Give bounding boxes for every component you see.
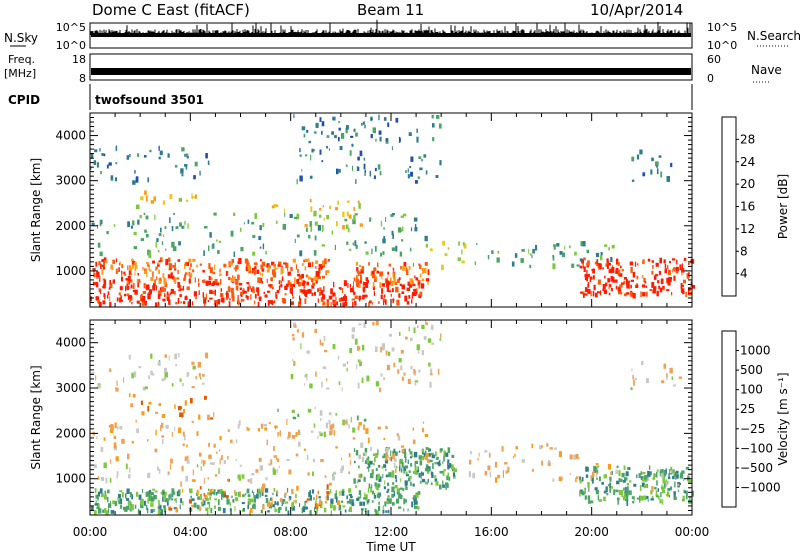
power-panel-region-4 xyxy=(579,257,695,299)
velocity-panel-region-9 xyxy=(91,352,209,392)
nave-label: Nave xyxy=(751,63,782,77)
beam-label: Beam 11 xyxy=(357,1,424,19)
velocity-panel: 00:00 04:00 08:00 12:00 16:00 20:00 00:00 1000 2… xyxy=(29,319,790,539)
velocity-panel-region-6 xyxy=(128,393,215,421)
power-panel-region-3 xyxy=(429,240,467,271)
power-panel-region-0 xyxy=(90,279,425,308)
colorbar-tick-label: −1000 xyxy=(740,480,781,494)
nsky-strip-frame xyxy=(89,22,693,49)
y-tick-label: 4000 xyxy=(55,129,86,143)
nsky-baseline xyxy=(91,33,691,37)
power-panel-region-2 xyxy=(353,262,430,289)
power-panel: 1000 2000 3000 4000 Slant Range [km] 28 24 20 16… xyxy=(29,112,790,308)
freq-tick-top: 18 xyxy=(72,53,86,66)
y-tick-label: 3000 xyxy=(55,174,86,188)
colorbar-title: Power [dB] xyxy=(776,174,790,239)
velocity-panel-region-10 xyxy=(290,320,442,393)
x-tick-label: 00:00 xyxy=(73,525,108,539)
velocity-panel-region-8 xyxy=(92,419,430,465)
velocity-panel-region-3 xyxy=(353,447,457,493)
station-title: Dome C East (fitACF) xyxy=(92,1,250,19)
freq-strip-frame xyxy=(89,53,693,81)
power-panel-region-9 xyxy=(293,114,442,185)
colorbar-tick-label: −25 xyxy=(740,422,765,436)
colorbar-tick-label: −100 xyxy=(740,441,773,455)
freq-label-2: [MHz] xyxy=(4,67,36,80)
colorbar-tick-label: 4 xyxy=(740,267,748,281)
x-tick-label: 08:00 xyxy=(273,525,308,539)
cpid-label: CPID xyxy=(8,93,40,107)
colorbar-tick-label: 1000 xyxy=(740,344,771,358)
power-panel-region-7 xyxy=(91,212,428,259)
colorbar-tick-label: 16 xyxy=(740,200,755,214)
x-tick-label: 16:00 xyxy=(474,525,509,539)
colorbar-tick-label: 20 xyxy=(740,177,755,191)
colorbar-tick-label: 28 xyxy=(740,132,755,146)
colorbar-tick-label: −500 xyxy=(740,461,773,475)
colorbar-frame xyxy=(721,330,737,508)
nave-tick-bottom: 0 xyxy=(707,72,714,85)
date-label: 10/Apr/2014 xyxy=(590,1,683,19)
x-axis-title: Time UT xyxy=(365,540,416,554)
y-tick-label: 4000 xyxy=(55,336,86,350)
velocity-panel-region-11 xyxy=(468,443,618,483)
nsky-tick-bottom: 10^0 xyxy=(56,39,86,52)
velocity-panel-region-4 xyxy=(579,465,694,506)
velocity-panel-region-2 xyxy=(93,461,412,484)
velocity-panel-region-12 xyxy=(630,361,682,390)
colorbar-tick-label: 24 xyxy=(740,155,755,169)
nsky-tick-top: 10^5 xyxy=(56,21,86,34)
colorbar-tick-label: 25 xyxy=(740,402,755,416)
velocity-panel-region-1 xyxy=(167,478,341,513)
velocity-panel-frame xyxy=(89,319,693,516)
x-tick-label: 00:00 xyxy=(675,525,710,539)
nsearch-tick-top: 10^5 xyxy=(707,21,737,34)
y-tick-label: 2000 xyxy=(55,426,86,440)
y-tick-label: 3000 xyxy=(55,381,86,395)
nsky-label: N.Sky xyxy=(4,31,38,45)
velocity-panel-region-5 xyxy=(648,470,685,492)
power-panel-region-11 xyxy=(631,149,673,182)
freq-strip-band xyxy=(91,68,691,75)
colorbar-tick-label: 100 xyxy=(740,383,763,397)
velocity-panel-region-7 xyxy=(277,406,367,438)
nsky-strip-bars xyxy=(90,19,691,37)
colorbar-tick-label: 12 xyxy=(740,222,755,236)
colorbar-title: Velocity [m s⁻¹] xyxy=(776,372,790,465)
nave-tick-top: 60 xyxy=(707,53,721,66)
y-axis-title: Slant Range [km] xyxy=(29,365,43,469)
x-tick-label: 04:00 xyxy=(173,525,208,539)
x-tick-label: 12:00 xyxy=(374,525,409,539)
power-panel-region-6 xyxy=(271,199,363,230)
y-tick-label: 2000 xyxy=(55,219,86,233)
y-tick-label: 1000 xyxy=(55,264,86,278)
velocity-panel-data xyxy=(90,320,694,516)
x-tick-label: 20:00 xyxy=(574,525,609,539)
nsearch-tick-bottom: 10^0 xyxy=(707,39,737,52)
power-panel-region-8 xyxy=(90,145,210,185)
y-axis-title: Slant Range [km] xyxy=(29,158,43,262)
colorbar-frame xyxy=(721,116,737,297)
freq-tick-bottom: 8 xyxy=(79,72,86,85)
power-panel-region-10 xyxy=(474,241,615,270)
nsearch-label: N.Search xyxy=(747,29,800,43)
power-panel-data xyxy=(90,114,695,308)
freq-label-1: Freq. xyxy=(8,53,35,66)
power-panel-region-5 xyxy=(136,190,197,209)
power-panel-region-1 xyxy=(92,257,330,286)
colorbar-tick-label: 8 xyxy=(740,244,748,258)
colorbar-tick-label: 500 xyxy=(740,363,763,377)
y-tick-label: 1000 xyxy=(55,472,86,486)
cpid-value: twofsound 3501 xyxy=(95,93,204,107)
